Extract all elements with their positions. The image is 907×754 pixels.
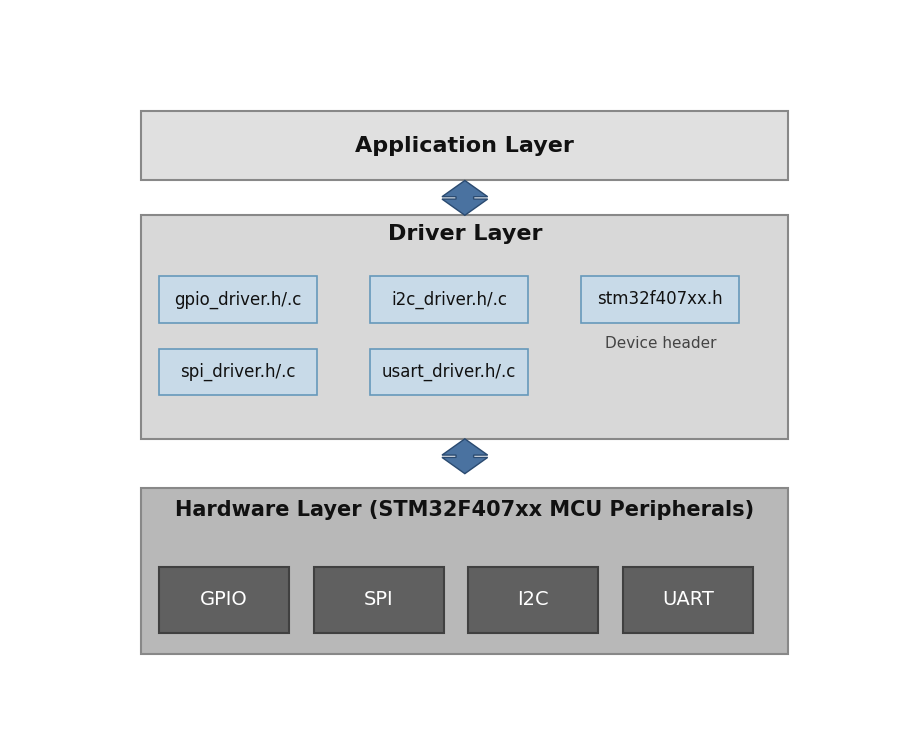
FancyBboxPatch shape [580, 276, 739, 323]
FancyBboxPatch shape [370, 349, 528, 395]
Text: Application Layer: Application Layer [356, 136, 574, 155]
Text: usart_driver.h/.c: usart_driver.h/.c [382, 363, 516, 382]
Text: stm32f407xx.h: stm32f407xx.h [597, 290, 723, 308]
Text: SPI: SPI [364, 590, 394, 609]
Text: GPIO: GPIO [200, 590, 248, 609]
FancyBboxPatch shape [141, 488, 788, 654]
FancyBboxPatch shape [159, 349, 317, 395]
FancyBboxPatch shape [141, 111, 788, 180]
Text: spi_driver.h/.c: spi_driver.h/.c [180, 363, 296, 382]
FancyBboxPatch shape [159, 566, 289, 633]
Text: Device header: Device header [604, 336, 716, 351]
Polygon shape [442, 180, 488, 216]
Text: UART: UART [662, 590, 714, 609]
FancyBboxPatch shape [468, 566, 599, 633]
Polygon shape [442, 439, 488, 474]
FancyBboxPatch shape [314, 566, 444, 633]
FancyBboxPatch shape [623, 566, 753, 633]
Text: i2c_driver.h/.c: i2c_driver.h/.c [391, 290, 507, 308]
Text: Hardware Layer (STM32F407xx MCU Peripherals): Hardware Layer (STM32F407xx MCU Peripher… [175, 500, 755, 520]
FancyBboxPatch shape [159, 276, 317, 323]
FancyBboxPatch shape [370, 276, 528, 323]
FancyBboxPatch shape [141, 216, 788, 439]
Text: Driver Layer: Driver Layer [387, 224, 542, 244]
Text: I2C: I2C [518, 590, 549, 609]
Text: gpio_driver.h/.c: gpio_driver.h/.c [174, 290, 302, 308]
